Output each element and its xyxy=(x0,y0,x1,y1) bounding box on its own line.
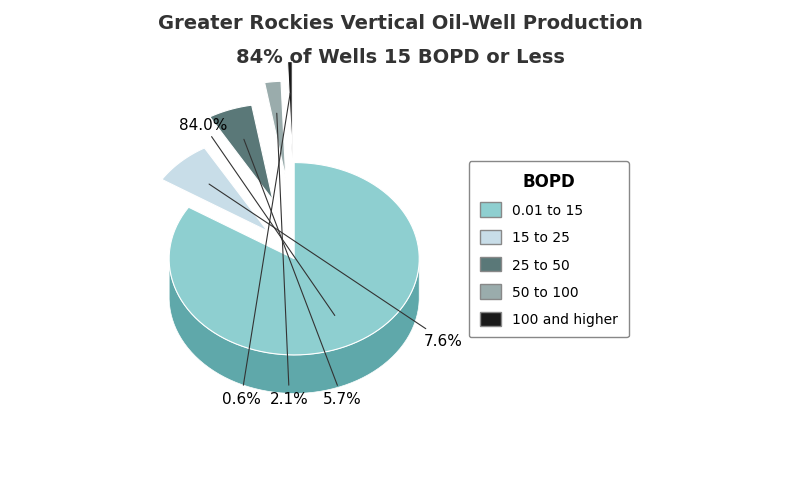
Polygon shape xyxy=(169,261,419,394)
Text: Greater Rockies Vertical Oil-Well Production: Greater Rockies Vertical Oil-Well Produc… xyxy=(158,14,642,34)
Polygon shape xyxy=(210,106,273,201)
Text: 84% of Wells 15 BOPD or Less: 84% of Wells 15 BOPD or Less xyxy=(235,48,565,67)
Polygon shape xyxy=(265,82,286,178)
Polygon shape xyxy=(169,163,419,355)
Legend: 0.01 to 15, 15 to 25, 25 to 50, 50 to 100, 100 and higher: 0.01 to 15, 15 to 25, 25 to 50, 50 to 10… xyxy=(469,161,629,338)
Text: 84.0%: 84.0% xyxy=(178,117,334,316)
Text: 7.6%: 7.6% xyxy=(209,185,463,348)
Polygon shape xyxy=(162,149,267,231)
Text: 0.6%: 0.6% xyxy=(222,94,290,406)
Text: 2.1%: 2.1% xyxy=(270,114,309,406)
Polygon shape xyxy=(287,62,292,158)
Text: 5.7%: 5.7% xyxy=(244,140,362,406)
